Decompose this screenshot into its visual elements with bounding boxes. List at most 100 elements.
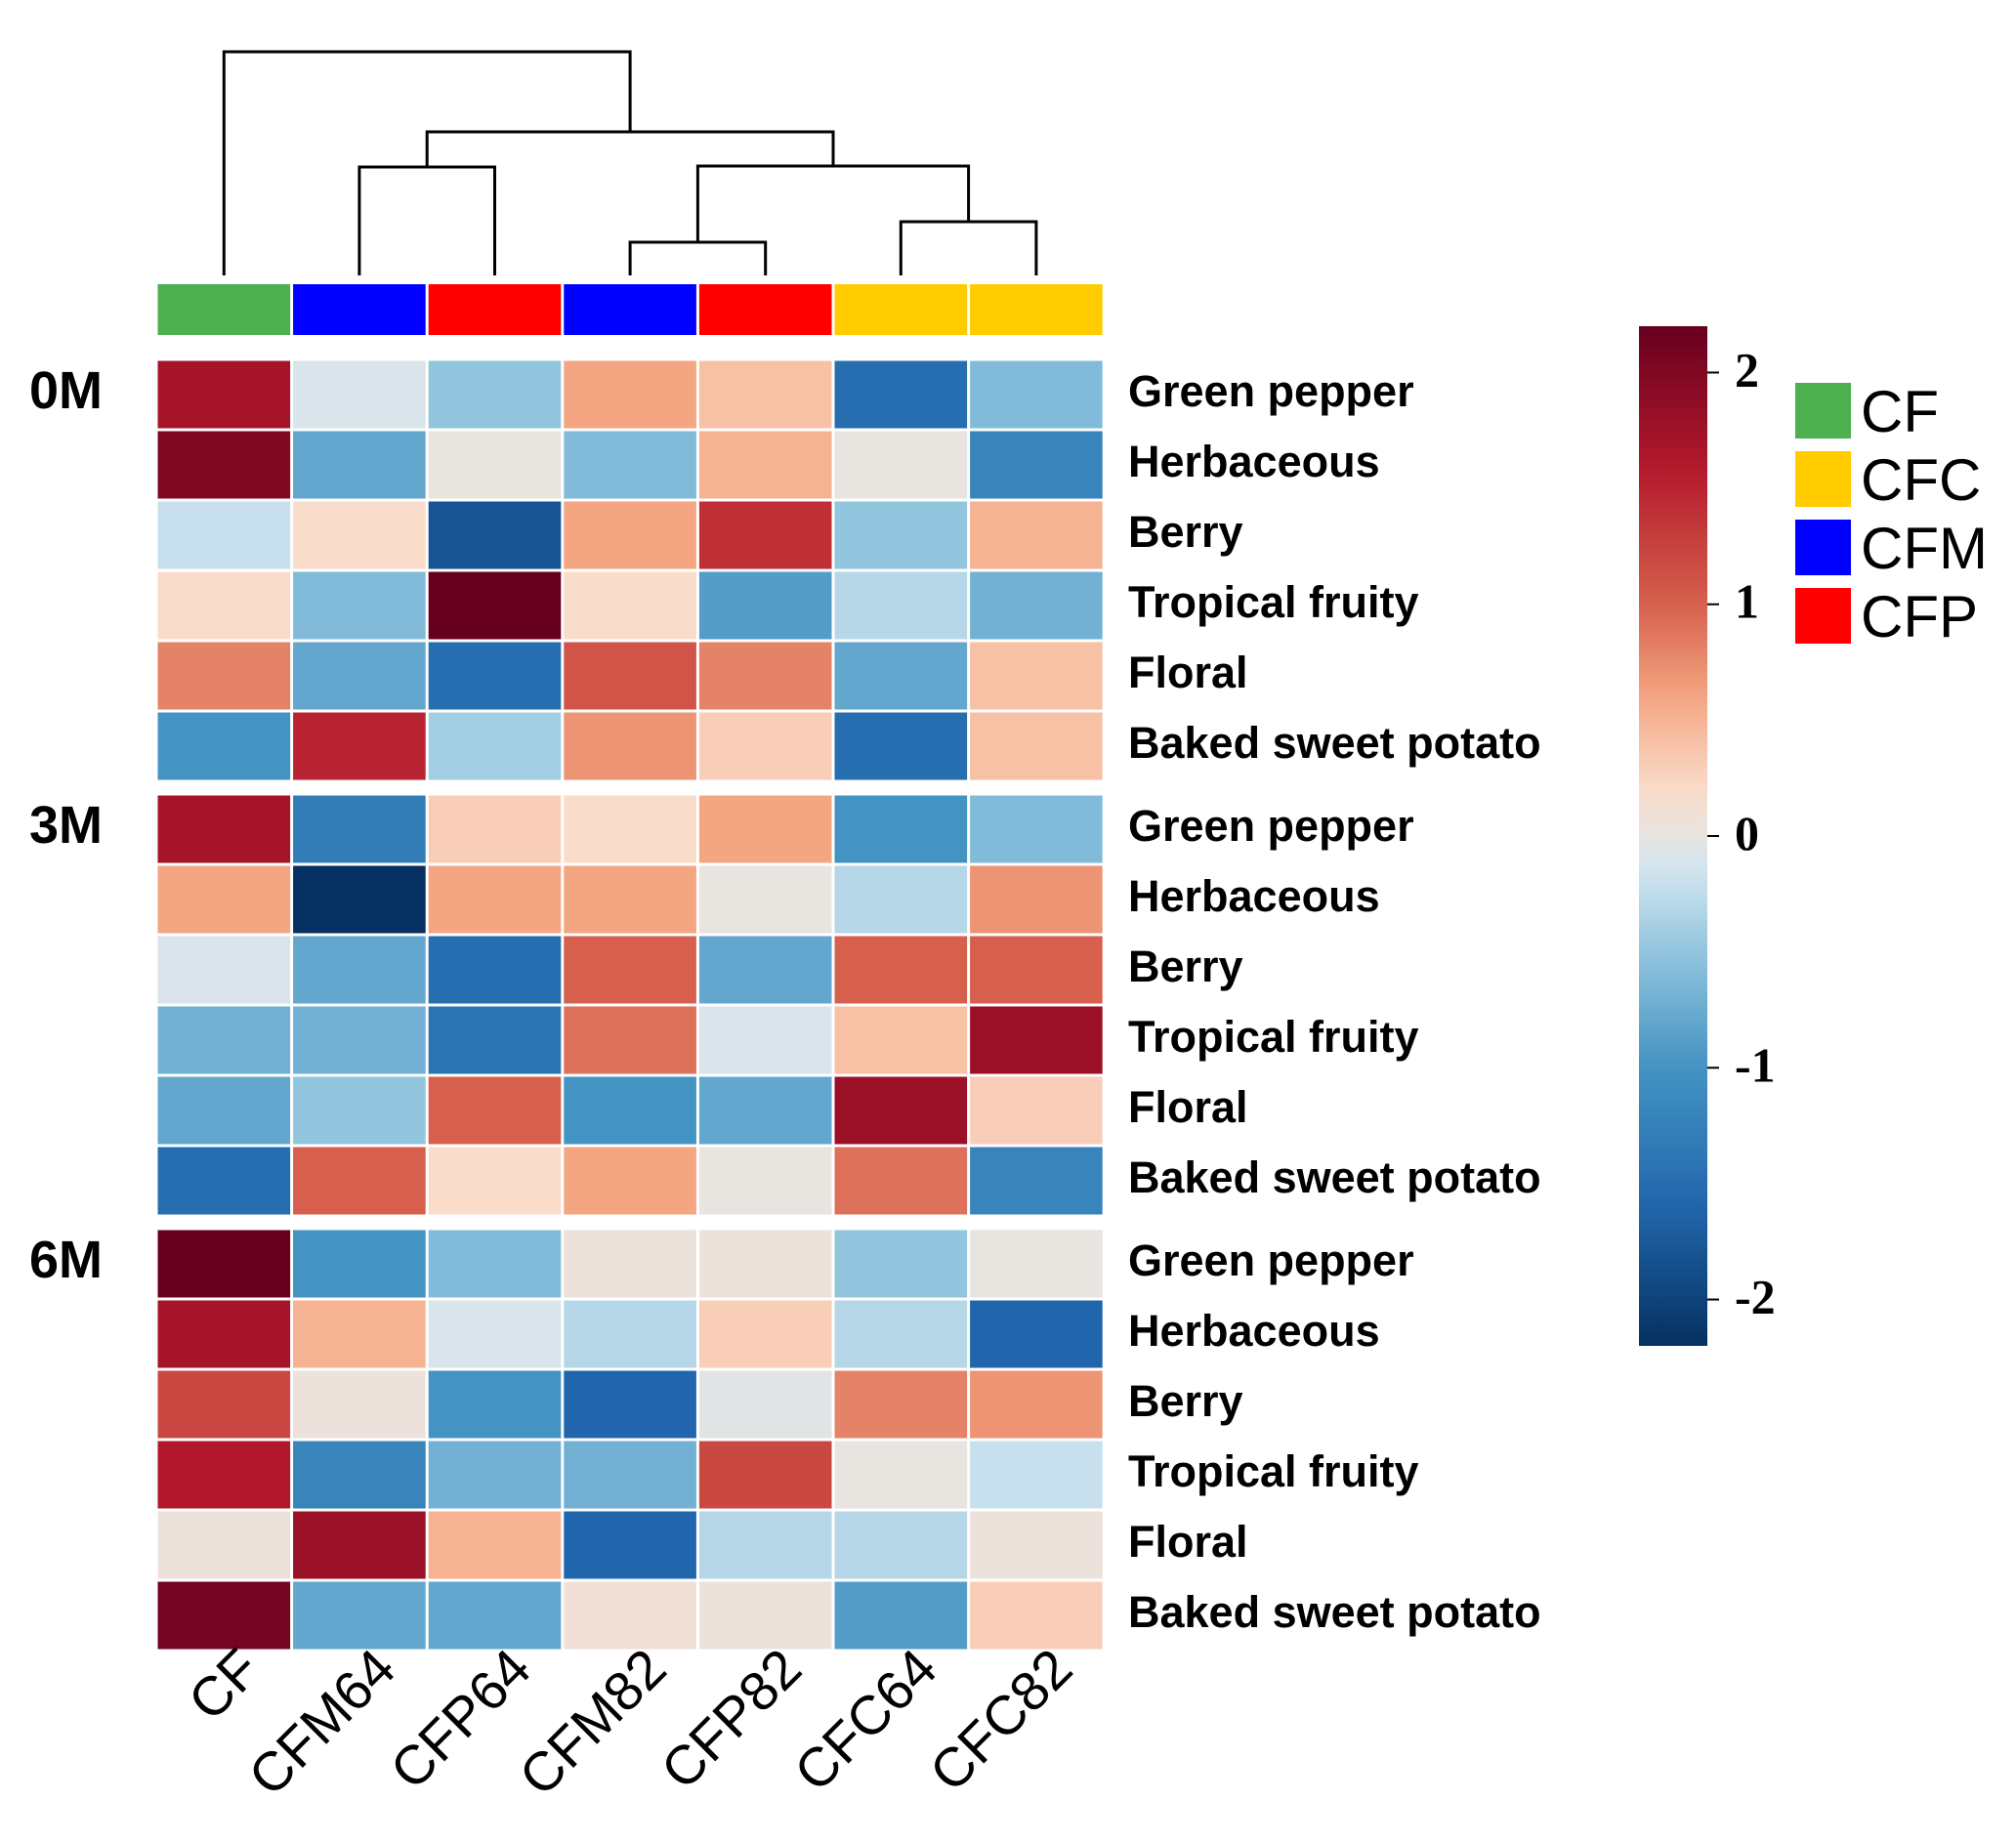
column-group-bar-cfm82	[564, 284, 696, 335]
heatmap-cell	[157, 712, 291, 780]
heatmap-cell	[293, 431, 426, 499]
heatmap-cell	[428, 1581, 562, 1650]
heatmap-cell	[293, 1581, 426, 1650]
heatmap-cell	[834, 1006, 968, 1074]
color-scale-tick-label: 1	[1735, 574, 1759, 629]
heatmap-cell	[428, 1300, 562, 1368]
heatmap-cell	[834, 1511, 968, 1579]
heatmap-cell	[157, 1230, 291, 1298]
row-label: Tropical fruity	[1128, 577, 1419, 627]
heatmap-cell	[834, 642, 968, 710]
legend-swatch-cfc	[1795, 451, 1851, 507]
heatmap-cell	[834, 1370, 968, 1439]
heatmap-cell	[293, 1370, 426, 1439]
heatmap-cell	[293, 795, 426, 863]
heatmap-cell	[157, 1581, 291, 1650]
heatmap-cell	[698, 501, 832, 569]
heatmap-cell	[428, 936, 562, 1004]
row-label: Berry	[1128, 507, 1243, 557]
column-group-bar-cfp64	[428, 284, 562, 335]
heatmap-cell	[698, 431, 832, 499]
heatmap-cell	[970, 1370, 1103, 1439]
heatmap-cell	[428, 360, 562, 429]
heatmap-cell	[428, 712, 562, 780]
heatmap-cell	[564, 431, 696, 499]
column-group-bar-cfp82	[698, 284, 832, 335]
column-label-cfc64: CFC64	[782, 1637, 948, 1803]
row-label: Green pepper	[1128, 1235, 1414, 1285]
heatmap-cell	[970, 795, 1103, 863]
block-label-3m: 3M	[29, 796, 103, 855]
legend-label-cfm: CFM	[1861, 516, 1988, 581]
legend-label-cf: CF	[1861, 379, 1939, 444]
dendrogram-link-82-cfc	[695, 164, 971, 242]
row-label: Tropical fruity	[1128, 1446, 1419, 1496]
legend-swatch-cf	[1795, 383, 1851, 439]
heatmap-cell	[970, 1441, 1103, 1509]
heatmap-cell	[834, 865, 968, 934]
block-label-0m: 0M	[29, 361, 103, 420]
heatmap-cell	[293, 642, 426, 710]
heatmap-cell	[970, 431, 1103, 499]
heatmap-cell	[970, 571, 1103, 640]
heatmap-cell	[834, 431, 968, 499]
heatmap-cell	[157, 571, 291, 640]
dendrogram-link-cfc64-cfc82	[899, 220, 1038, 275]
heatmap-cell	[564, 1511, 696, 1579]
heatmap-cell	[293, 1147, 426, 1215]
heatmap-cell	[698, 795, 832, 863]
heatmap-cell	[970, 1230, 1103, 1298]
heatmap-cell	[564, 1006, 696, 1074]
heatmap-cell	[834, 1147, 968, 1215]
heatmap-cell	[564, 865, 696, 934]
heatmap-cell	[293, 571, 426, 640]
heatmap-cell	[834, 1581, 968, 1650]
row-label: Floral	[1128, 648, 1248, 697]
heatmap-cell	[564, 712, 696, 780]
legend-swatch-cfp	[1795, 588, 1851, 644]
heatmap-cell	[698, 1147, 832, 1215]
heatmap-cell	[698, 642, 832, 710]
legend-label-cfc: CFC	[1861, 447, 1981, 513]
heatmap-cell	[564, 360, 696, 429]
heatmap-cell	[834, 795, 968, 863]
heatmap-cell	[834, 936, 968, 1004]
heatmap-cell	[157, 431, 291, 499]
heatmap-cell	[698, 865, 832, 934]
heatmap-cell	[293, 1006, 426, 1074]
heatmap-cell	[293, 1300, 426, 1368]
heatmap-cell	[564, 1230, 696, 1298]
heatmap-cell	[564, 571, 696, 640]
row-label: Floral	[1128, 1517, 1248, 1567]
heatmap-cell	[698, 1300, 832, 1368]
heatmap-cell	[293, 1441, 426, 1509]
color-scale-tick-label: -2	[1735, 1270, 1776, 1324]
heatmap-cell	[157, 1076, 291, 1145]
heatmap-cell	[428, 865, 562, 934]
heatmap-cell	[428, 571, 562, 640]
heatmap-cell	[834, 1230, 968, 1298]
heatmap-cell	[698, 1511, 832, 1579]
heatmap-cell	[698, 1441, 832, 1509]
heatmap-cell	[157, 360, 291, 429]
heatmap-cell	[970, 642, 1103, 710]
heatmap-cell	[157, 1511, 291, 1579]
heatmap-cell	[293, 1076, 426, 1145]
legend-swatch-cfm	[1795, 520, 1851, 575]
row-label: Floral	[1128, 1082, 1248, 1132]
heatmap-cell	[834, 1441, 968, 1509]
legend-label-cfp: CFP	[1861, 584, 1978, 649]
row-label: Berry	[1128, 942, 1243, 991]
heatmap-cell	[970, 865, 1103, 934]
column-label-cfc82: CFC82	[917, 1637, 1083, 1803]
heatmap-cell	[157, 865, 291, 934]
heatmap-cell	[970, 1511, 1103, 1579]
heatmap-cell	[157, 1147, 291, 1215]
heatmap-cell	[970, 1581, 1103, 1650]
heatmap-cell	[428, 1511, 562, 1579]
heatmap-cell	[157, 642, 291, 710]
block-label-6m: 6M	[29, 1231, 103, 1289]
heatmap-cell	[970, 712, 1103, 780]
heatmap-cell	[157, 1006, 291, 1074]
heatmap-cell	[293, 501, 426, 569]
